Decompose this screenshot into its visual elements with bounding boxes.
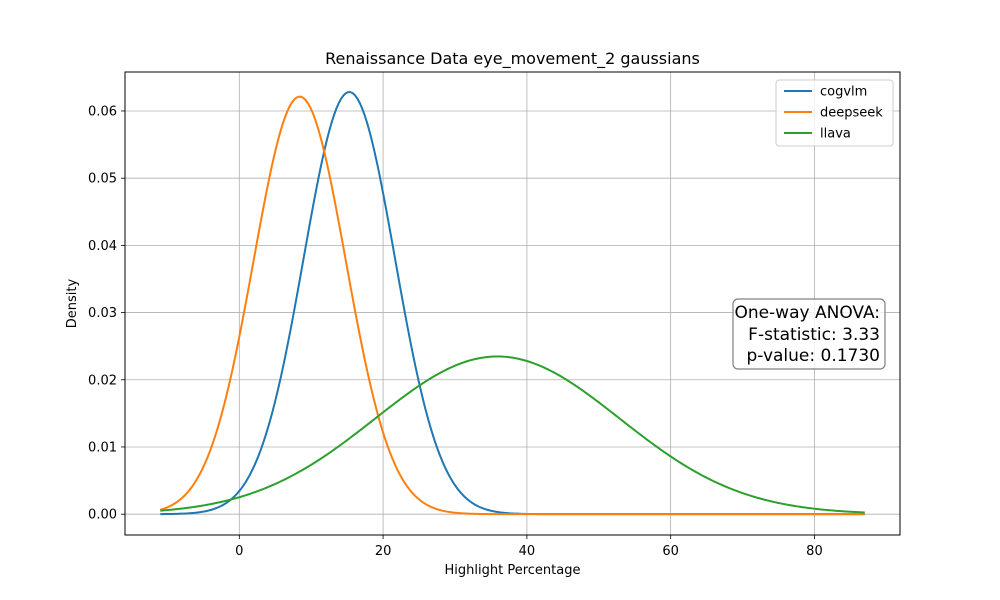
anova-line-1: One-way ANOVA: — [734, 303, 880, 323]
x-tick-label: 80 — [806, 544, 823, 559]
y-tick-label: 0.05 — [88, 172, 117, 187]
y-tick-label: 0.00 — [88, 508, 117, 523]
series-layer — [159, 91, 865, 516]
y-tick-label: 0.06 — [88, 104, 117, 119]
plot-frame — [124, 71, 901, 536]
chart-title: Renaissance Data eye_movement_2 gaussian… — [325, 49, 700, 69]
x-tick-label: 0 — [235, 544, 243, 559]
x-tick-label: 60 — [662, 544, 679, 559]
grid — [125, 72, 900, 535]
y-axis-label: Density — [65, 278, 80, 328]
y-tick-label: 0.03 — [88, 306, 117, 321]
legend-frame — [775, 79, 894, 147]
legend-label-deepseek: deepseek — [820, 106, 883, 121]
x-tick-label: 20 — [375, 544, 392, 559]
y-tick-label: 0.01 — [88, 440, 117, 455]
legend-label-cogvlm: cogvlm — [820, 85, 867, 100]
x-axis-label: Highlight Percentage — [445, 563, 581, 578]
y-tick-label: 0.02 — [88, 373, 117, 388]
series-line-deepseek — [159, 95, 865, 516]
legend: cogvlm deepseek llava — [775, 79, 894, 147]
x-tick-label: 40 — [519, 544, 536, 559]
x-axis: 0 20 40 60 80 — [235, 535, 823, 559]
y-axis: 0.00 0.01 0.02 0.03 0.04 0.05 0.06 — [88, 104, 125, 523]
y-tick-label: 0.04 — [88, 239, 117, 254]
anova-line-3: p-value: 0.1730 — [746, 346, 880, 366]
anova-line-2: F-statistic: 3.33 — [748, 325, 880, 345]
legend-label-llava: llava — [820, 127, 851, 142]
series-line-llava — [160, 355, 865, 514]
anova-frame — [732, 298, 886, 370]
anova-annotation: One-way ANOVA: F-statistic: 3.33 p-value… — [732, 298, 886, 370]
